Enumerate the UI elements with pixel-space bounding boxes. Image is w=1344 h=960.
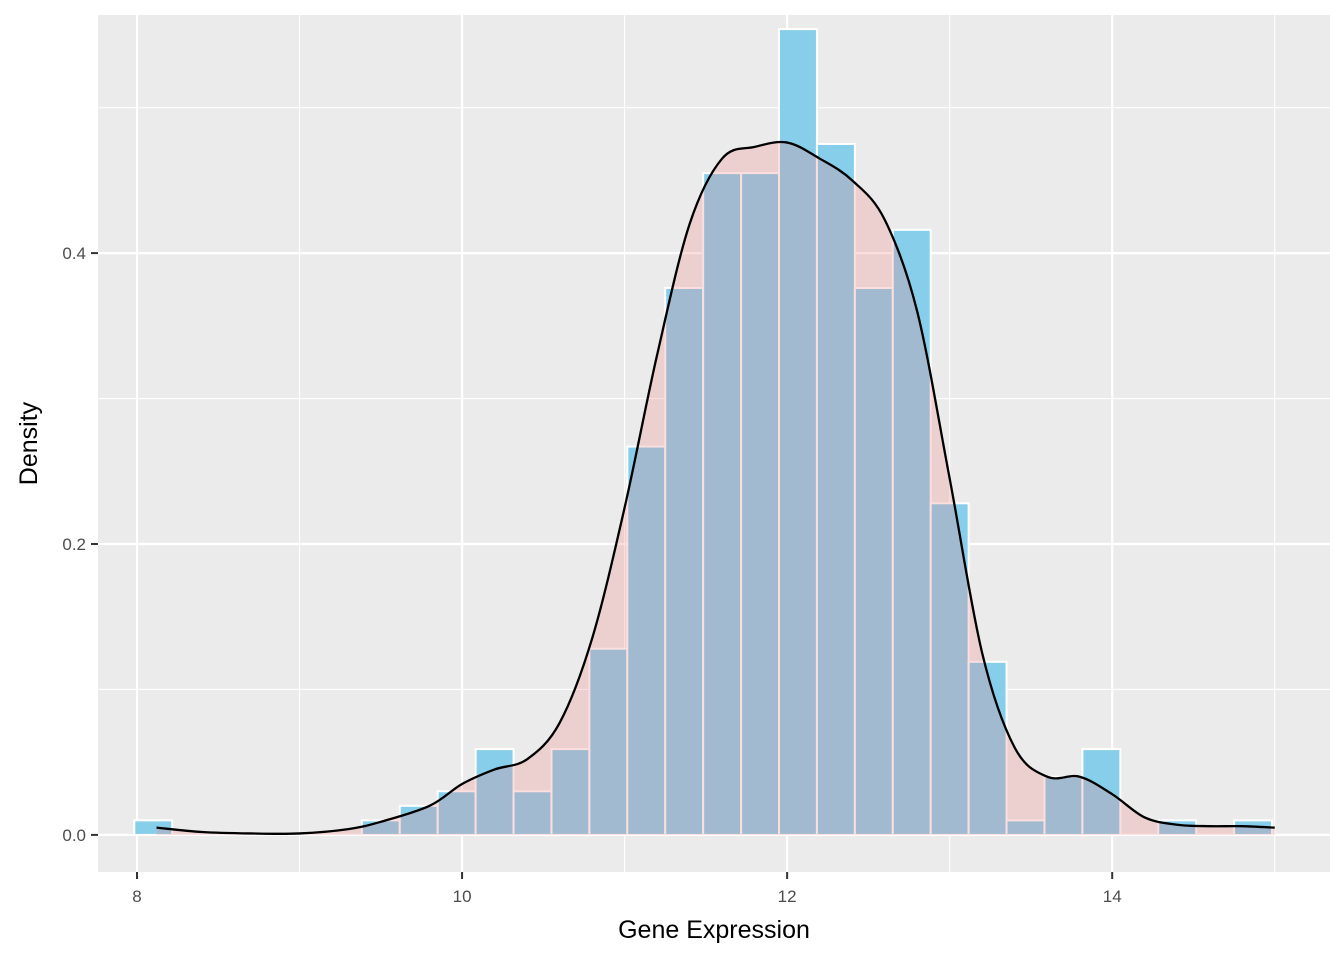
x-tick-label: 14 xyxy=(1103,887,1122,906)
y-tick-label: 0.0 xyxy=(62,826,86,845)
histogram-bar xyxy=(550,748,591,836)
histogram-bar xyxy=(815,143,856,836)
density-area xyxy=(156,142,1275,835)
histogram-bar xyxy=(967,660,1008,836)
density-layer xyxy=(156,140,1275,835)
histogram-bar xyxy=(740,172,781,836)
histogram-bar xyxy=(664,287,705,836)
histogram-bar xyxy=(853,287,894,836)
x-tick-label: 10 xyxy=(453,887,472,906)
histogram-bar xyxy=(436,790,477,836)
histogram-bar xyxy=(1081,748,1122,836)
histogram-bars xyxy=(133,28,1274,836)
histogram-bar xyxy=(512,790,553,836)
histogram-bar xyxy=(474,748,515,836)
axis-ticks xyxy=(91,252,1114,879)
histogram-bar xyxy=(891,228,932,836)
axis-tick-labels: 8 10 12 14 0.0 0.2 0.4 xyxy=(62,244,1121,906)
x-tick-label: 8 xyxy=(132,887,141,906)
histogram-bar xyxy=(929,502,970,836)
x-tick-label: 12 xyxy=(778,887,797,906)
histogram-bar xyxy=(133,819,174,836)
histogram-bar xyxy=(778,28,818,836)
x-axis-title: Gene Expression xyxy=(618,916,810,944)
y-axis-title: Density xyxy=(15,401,43,485)
y-tick-label: 0.4 xyxy=(62,244,86,263)
y-tick-label: 0.2 xyxy=(62,535,86,554)
histogram-bar xyxy=(588,647,629,836)
histogram-bar xyxy=(626,445,667,836)
density-line xyxy=(156,140,1275,835)
